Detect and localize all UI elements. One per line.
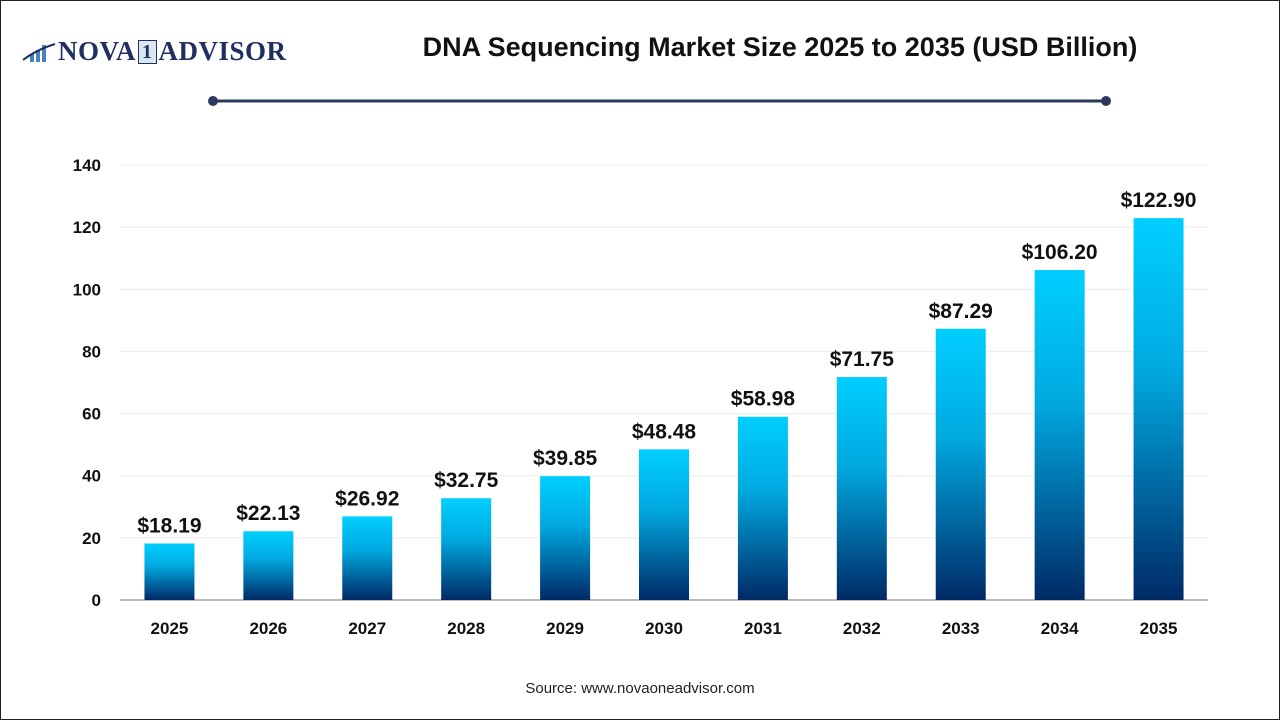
x-tick-label: 2031 <box>744 619 782 638</box>
divider-dot-right <box>1101 96 1111 106</box>
data-label: $26.92 <box>335 487 399 510</box>
data-label: $32.75 <box>434 469 499 492</box>
logo-text-nova: NOVA <box>58 36 137 66</box>
y-tick-label: 40 <box>82 467 101 486</box>
bar-chart-logo-icon <box>22 42 56 62</box>
x-tick-label: 2025 <box>151 619 189 638</box>
x-tick-label: 2032 <box>843 619 881 638</box>
bar-2027 <box>342 516 393 600</box>
bar-2032 <box>836 377 887 600</box>
bar-2031 <box>737 416 788 600</box>
bar-2030 <box>639 449 689 600</box>
y-tick-label: 20 <box>82 529 101 548</box>
y-tick-label: 60 <box>82 405 101 424</box>
y-tick-label: 120 <box>73 218 101 237</box>
bar-2029 <box>540 476 591 600</box>
source-note: Source: www.novaoneadvisor.com <box>525 680 755 697</box>
logo-text-digit: 1 <box>138 39 157 64</box>
y-tick-label: 0 <box>92 591 101 610</box>
nova-advisor-logo: NOVA 1 ADVISOR <box>22 36 287 67</box>
x-tick-label: 2026 <box>249 619 287 638</box>
data-label: $87.29 <box>929 300 993 323</box>
y-tick-label: 100 <box>73 280 101 299</box>
bar-2025 <box>144 543 195 600</box>
data-label: $106.20 <box>1022 241 1098 264</box>
chart-title: DNA Sequencing Market Size 2025 to 2035 … <box>422 32 1138 62</box>
bar-2034 <box>1034 270 1085 600</box>
data-label: $48.48 <box>632 420 697 443</box>
bar-2028 <box>441 498 492 600</box>
data-label: $39.85 <box>533 447 598 470</box>
divider-dot-left <box>208 96 218 106</box>
logo-text-advisor: ADVISOR <box>158 36 287 66</box>
data-label: $58.98 <box>731 388 796 411</box>
x-tick-label: 2034 <box>1041 619 1079 638</box>
y-tick-label: 80 <box>82 342 101 361</box>
bar-2026 <box>243 531 294 600</box>
x-tick-label: 2027 <box>348 619 386 638</box>
data-label: $122.90 <box>1121 189 1197 212</box>
x-tick-label: 2033 <box>942 619 980 638</box>
x-tick-label: 2029 <box>546 619 584 638</box>
x-tick-label: 2035 <box>1140 619 1178 638</box>
data-label: $18.19 <box>137 514 201 537</box>
x-tick-label: 2030 <box>645 619 683 638</box>
bar-2035 <box>1133 218 1184 600</box>
x-tick-label: 2028 <box>447 619 485 638</box>
bar-2033 <box>935 328 986 600</box>
data-label: $71.75 <box>830 348 895 371</box>
data-label: $22.13 <box>236 502 300 525</box>
y-tick-label: 140 <box>73 156 101 175</box>
